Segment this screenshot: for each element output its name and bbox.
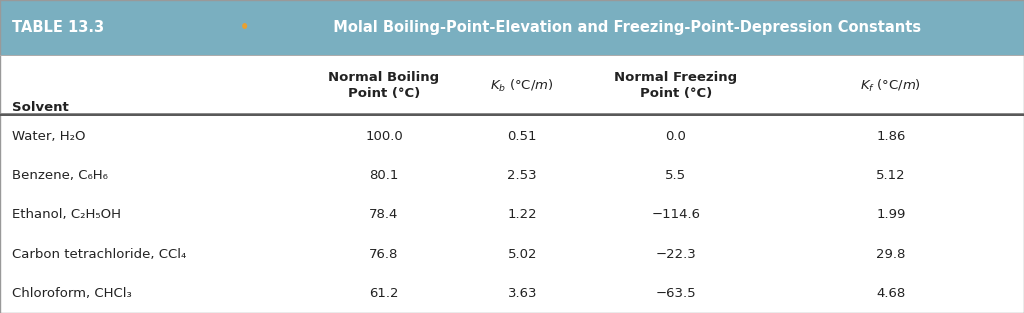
Text: 3.63: 3.63 bbox=[508, 287, 537, 300]
Text: −22.3: −22.3 bbox=[655, 248, 696, 261]
Text: 4.68: 4.68 bbox=[877, 287, 905, 300]
Text: Solvent: Solvent bbox=[12, 101, 69, 114]
Text: Benzene, C₆H₆: Benzene, C₆H₆ bbox=[12, 169, 109, 182]
Text: 5.12: 5.12 bbox=[877, 169, 905, 182]
Text: Ethanol, C₂H₅OH: Ethanol, C₂H₅OH bbox=[12, 208, 121, 221]
FancyBboxPatch shape bbox=[0, 0, 1024, 55]
Text: Molal Boiling-Point-Elevation and Freezing-Point-Depression Constants: Molal Boiling-Point-Elevation and Freezi… bbox=[324, 20, 922, 35]
Text: $K_b$ (°C/$m$): $K_b$ (°C/$m$) bbox=[490, 78, 554, 94]
Text: 80.1: 80.1 bbox=[370, 169, 398, 182]
Text: 5.02: 5.02 bbox=[508, 248, 537, 261]
Text: TABLE 13.3: TABLE 13.3 bbox=[12, 20, 115, 35]
Text: Chloroform, CHCl₃: Chloroform, CHCl₃ bbox=[12, 287, 132, 300]
FancyBboxPatch shape bbox=[0, 55, 1024, 313]
Text: 2.53: 2.53 bbox=[508, 169, 537, 182]
Text: 5.5: 5.5 bbox=[666, 169, 686, 182]
Text: 100.0: 100.0 bbox=[366, 130, 402, 143]
Text: •: • bbox=[240, 20, 249, 35]
Text: −114.6: −114.6 bbox=[651, 208, 700, 221]
Text: 29.8: 29.8 bbox=[877, 248, 905, 261]
Text: −63.5: −63.5 bbox=[655, 287, 696, 300]
Text: Water, H₂O: Water, H₂O bbox=[12, 130, 86, 143]
Text: 1.86: 1.86 bbox=[877, 130, 905, 143]
Text: 76.8: 76.8 bbox=[370, 248, 398, 261]
Text: 0.51: 0.51 bbox=[508, 130, 537, 143]
Text: 1.99: 1.99 bbox=[877, 208, 905, 221]
Text: Normal Freezing
Point (°C): Normal Freezing Point (°C) bbox=[614, 71, 737, 100]
Text: Carbon tetrachloride, CCl₄: Carbon tetrachloride, CCl₄ bbox=[12, 248, 186, 261]
Text: 0.0: 0.0 bbox=[666, 130, 686, 143]
Text: 1.22: 1.22 bbox=[508, 208, 537, 221]
Text: $K_f$ (°C/$m$): $K_f$ (°C/$m$) bbox=[860, 78, 922, 94]
Text: Normal Boiling
Point (°C): Normal Boiling Point (°C) bbox=[329, 71, 439, 100]
Text: 61.2: 61.2 bbox=[370, 287, 398, 300]
Text: 78.4: 78.4 bbox=[370, 208, 398, 221]
